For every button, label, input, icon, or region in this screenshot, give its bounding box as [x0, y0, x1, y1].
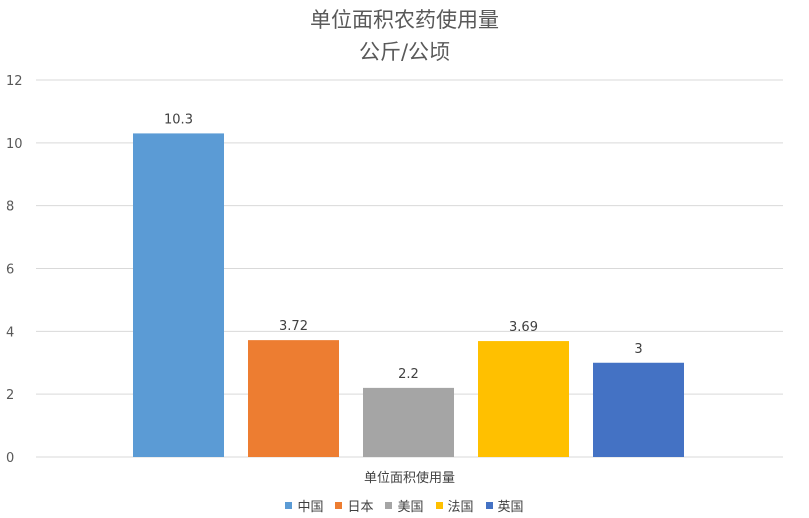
- legend-label: 中国: [297, 500, 324, 515]
- bar-1[interactable]: [133, 133, 224, 458]
- legend-label: 英国: [497, 500, 524, 515]
- legend-item[interactable]: 英国: [485, 496, 524, 515]
- data-label: 3: [634, 342, 642, 357]
- data-label: 3.69: [509, 320, 538, 335]
- x-category-label: 单位面积使用量: [364, 470, 455, 486]
- legend-item[interactable]: 美国: [385, 496, 424, 515]
- legend-swatch: [335, 502, 343, 509]
- y-tick-label: 12: [6, 74, 23, 89]
- chart-title: 单位面积农药使用量: [310, 8, 499, 32]
- data-label: 3.72: [279, 319, 308, 334]
- y-tick-label: 4: [6, 325, 14, 340]
- legend-swatch: [485, 502, 493, 509]
- bar-3[interactable]: [363, 387, 454, 457]
- y-tick-label: 10: [6, 137, 23, 152]
- data-label: 2.2: [398, 367, 419, 382]
- legend-label: 美国: [397, 500, 424, 515]
- legend-swatch: [435, 502, 443, 509]
- data-label: 10.3: [164, 112, 193, 127]
- chart-subtitle: 公斤/公顷: [358, 40, 451, 64]
- y-tick-label: 0: [6, 451, 14, 466]
- y-tick-label: 6: [6, 263, 14, 278]
- legend-swatch: [285, 502, 293, 509]
- legend-item[interactable]: 日本: [335, 496, 373, 515]
- chart-legend: 中国 日本 美国 法国 英国: [0, 496, 809, 515]
- bar-4[interactable]: [478, 341, 569, 457]
- y-tick-label: 8: [6, 200, 14, 215]
- legend-label: 日本: [347, 500, 374, 515]
- legend-item[interactable]: 中国: [285, 496, 323, 515]
- bar-5[interactable]: [593, 362, 684, 457]
- legend-label: 法国: [447, 500, 474, 515]
- y-tick-label: 2: [6, 388, 14, 403]
- legend-swatch: [385, 502, 393, 509]
- legend-item[interactable]: 法国: [435, 496, 474, 515]
- bar-2[interactable]: [248, 340, 339, 457]
